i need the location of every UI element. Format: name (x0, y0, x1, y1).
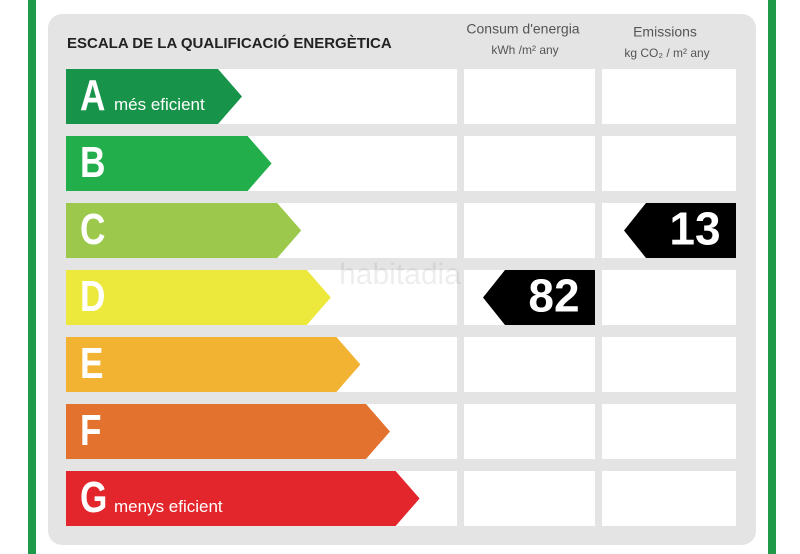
rating-letter: G (80, 473, 107, 522)
emissions-cell (602, 471, 736, 526)
rating-arrow (66, 337, 361, 392)
consumption-cell (464, 471, 595, 526)
rating-arrow (66, 404, 390, 459)
left-border (28, 0, 36, 554)
consumption-cell (464, 69, 595, 124)
rating-letter: A (80, 71, 105, 120)
rating-arrow (66, 270, 331, 325)
emissions-cell (602, 337, 736, 392)
column-title: Emissions (633, 24, 697, 40)
emissions-cell (602, 404, 736, 459)
consumption-cell (464, 203, 595, 258)
rating-letter: B (80, 138, 105, 187)
rating-arrow (66, 203, 302, 258)
rating-letter: D (80, 272, 105, 321)
emissions-cell (602, 270, 736, 325)
consumption-marker (483, 270, 595, 325)
emissions-cell (602, 69, 736, 124)
rating-letter: C (80, 205, 105, 254)
consumption-cell (464, 337, 595, 392)
consumption-cell (464, 136, 595, 191)
rating-arrow (66, 471, 420, 526)
emissions-marker (624, 203, 736, 258)
column-title: Consum d'energia (466, 21, 579, 37)
rating-note: més eficient (114, 95, 205, 114)
consumption-value: 82 (528, 270, 579, 322)
rating-letter: F (80, 406, 102, 455)
emissions-cell (602, 136, 736, 191)
column-unit: kg CO₂ / m² any (624, 46, 709, 60)
title: ESCALA DE LA QUALIFICACIÓ ENERGÈTICA (67, 34, 392, 52)
consumption-cell (464, 404, 595, 459)
rating-arrow (66, 136, 272, 191)
column-unit: kWh /m² any (491, 43, 558, 57)
right-border (768, 0, 776, 554)
rating-arrow (66, 69, 242, 124)
watermark: habitadia (339, 258, 461, 291)
rating-letter: E (80, 339, 103, 388)
rating-note: menys eficient (114, 497, 223, 516)
emissions-value: 13 (669, 203, 720, 255)
